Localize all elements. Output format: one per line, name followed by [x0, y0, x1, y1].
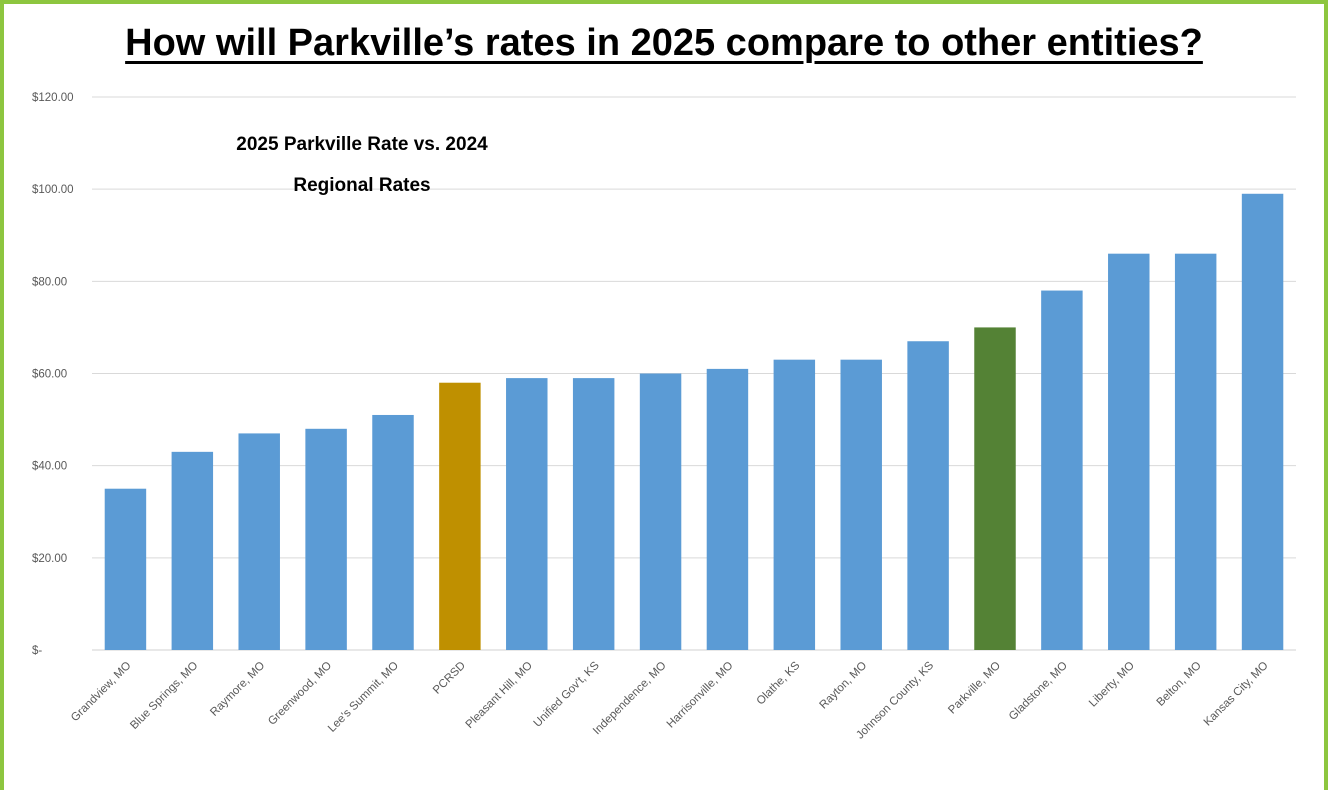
bar-belton-mo — [1174, 253, 1217, 650]
bar-parkville-mo — [974, 327, 1016, 650]
bar-kansas-city-mo — [1241, 193, 1284, 650]
x-tick-label: Parkville, MO — [946, 660, 1003, 717]
x-tick-label: Independence, MO — [591, 660, 669, 738]
x-tick-label: Grandview, MO — [69, 660, 134, 725]
bar-pcrsd — [439, 382, 481, 650]
x-tick-label: Raymore, MO — [208, 660, 267, 719]
y-tick-label: $120.00 — [32, 92, 74, 104]
y-axis-ticks: $- $20.00 $40.00 $60.00 $80.00 $100.00 $120.00 — [32, 92, 74, 657]
bar-grandview-mo — [104, 488, 147, 650]
y-tick-label: $80.00 — [32, 276, 67, 288]
x-tick-label: PCRSD — [431, 660, 468, 697]
bar-raymore-mo — [238, 433, 280, 650]
bar-liberty-mo — [1108, 253, 1150, 650]
bar-johnson-county-ks — [907, 341, 949, 650]
y-tick-label: $- — [32, 645, 42, 657]
x-tick-label: Kansas City, MO — [1202, 660, 1271, 729]
x-tick-label: Pleasant Hill, MO — [464, 660, 535, 731]
chart-title-line-2: Regional Rates — [293, 175, 430, 196]
bar-lee-s-summit-mo — [372, 414, 414, 650]
bar-blue-springs-mo — [171, 451, 214, 650]
bar-unified-gov-t-ks — [572, 378, 615, 650]
gridlines — [92, 96, 1296, 651]
y-tick-label: $60.00 — [32, 369, 67, 381]
x-tick-label: Gladstone, MO — [1007, 660, 1070, 723]
bar-greenwood-mo — [305, 428, 347, 650]
y-tick-label: $20.00 — [32, 553, 67, 565]
x-tick-label: Unified Gov't, KS — [532, 659, 602, 729]
page-title: How will Parkville’s rates in 2025 compa… — [125, 22, 1203, 64]
x-tick-label: Rayton, MO — [817, 660, 869, 712]
x-tick-label: Greenwood, MO — [266, 660, 334, 728]
bar-gladstone-mo — [1041, 290, 1083, 650]
y-tick-label: $100.00 — [32, 184, 74, 196]
bars — [104, 193, 1284, 650]
y-tick-label: $40.00 — [32, 461, 67, 473]
x-tick-label: Johnson County, KS — [854, 659, 936, 741]
bar-pleasant-hill-mo — [506, 378, 548, 650]
x-tick-label: Blue Springs, MO — [128, 660, 200, 732]
chart-title-line-1: 2025 Parkville Rate vs. 2024 — [236, 134, 488, 155]
x-tick-label: Belton, MO — [1155, 660, 1204, 709]
x-tick-label: Lee's Summit, MO — [326, 660, 401, 735]
x-tick-label: Liberty, MO — [1087, 660, 1137, 710]
bar-independence-mo — [639, 373, 682, 650]
x-tick-label: Harrisonville, MO — [665, 660, 736, 731]
bar-olathe-ks — [773, 359, 816, 650]
bar-harrisonville-mo — [706, 368, 749, 650]
bar-rayton-mo — [840, 359, 882, 650]
x-tick-label: Olathe, KS — [755, 659, 803, 707]
